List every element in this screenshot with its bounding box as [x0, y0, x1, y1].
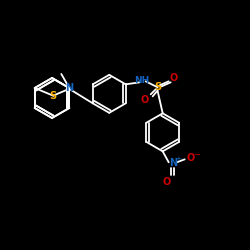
- Text: S: S: [154, 82, 161, 92]
- Text: N: N: [65, 83, 74, 93]
- Text: +: +: [176, 156, 182, 162]
- Text: O: O: [162, 177, 171, 187]
- Text: NH: NH: [134, 76, 149, 85]
- Text: O: O: [170, 73, 178, 83]
- Text: S: S: [50, 91, 57, 101]
- Text: N: N: [169, 158, 177, 168]
- Text: O: O: [186, 153, 195, 163]
- Text: −: −: [193, 150, 200, 159]
- Text: O: O: [140, 95, 149, 105]
